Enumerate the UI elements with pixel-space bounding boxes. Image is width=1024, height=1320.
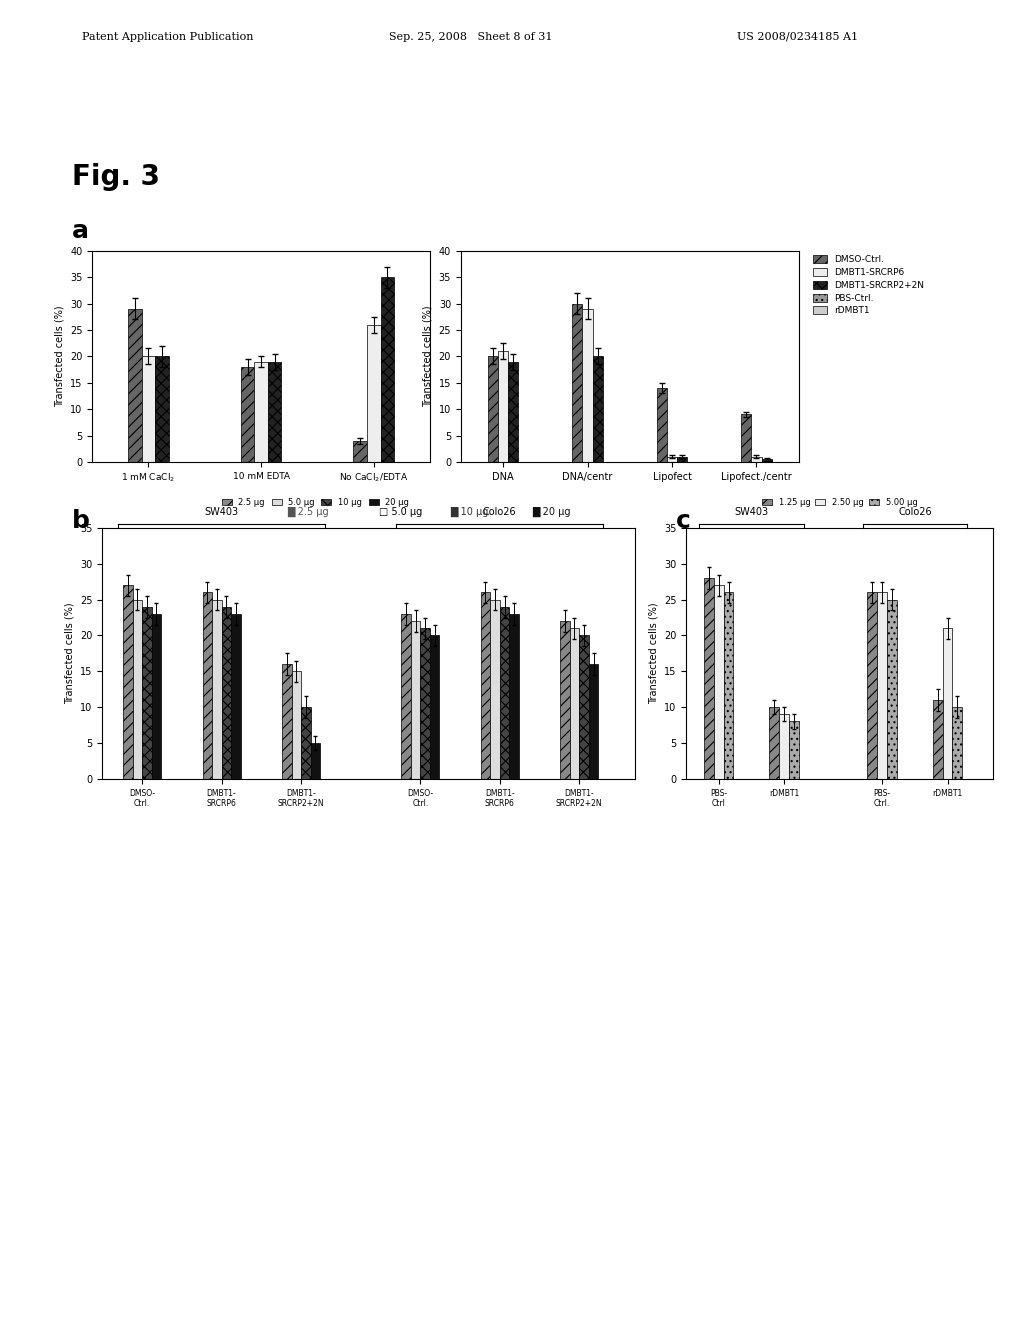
Bar <box>367 325 381 462</box>
Bar <box>498 351 508 462</box>
Bar <box>583 309 593 462</box>
Bar <box>480 593 490 779</box>
Bar <box>952 708 963 779</box>
Text: Colo26: Colo26 <box>898 507 932 517</box>
Legend: DMSO-Ctrl., DMBT1-SRCRP6, DMBT1-SRCRP2+2N, PBS-Ctrl., rDMBT1: DMSO-Ctrl., DMBT1-SRCRP6, DMBT1-SRCRP2+2… <box>813 255 925 315</box>
Text: Patent Application Publication: Patent Application Publication <box>82 32 253 42</box>
Text: █ 10 μg: █ 10 μg <box>451 507 488 517</box>
Bar <box>487 356 498 462</box>
Bar <box>779 714 790 779</box>
Bar <box>589 664 598 779</box>
Text: □ 5.0 μg: □ 5.0 μg <box>379 507 422 517</box>
Bar <box>887 599 897 779</box>
Text: SW403: SW403 <box>734 507 768 517</box>
Bar <box>569 628 580 779</box>
Bar <box>141 356 156 462</box>
Bar <box>292 672 301 779</box>
Bar <box>656 388 667 462</box>
Bar <box>123 585 132 779</box>
Bar <box>231 614 241 779</box>
Bar <box>353 441 367 462</box>
Bar <box>724 593 733 779</box>
Bar <box>221 607 231 779</box>
Text: c: c <box>676 510 691 533</box>
Bar <box>490 599 500 779</box>
Bar <box>142 607 152 779</box>
Bar <box>152 614 161 779</box>
Bar <box>212 599 221 779</box>
Bar <box>769 708 779 779</box>
Text: b: b <box>72 510 89 533</box>
Bar <box>301 708 310 779</box>
Text: Sep. 25, 2008   Sheet 8 of 31: Sep. 25, 2008 Sheet 8 of 31 <box>389 32 553 42</box>
Bar <box>420 628 430 779</box>
Y-axis label: Transfected cells (%): Transfected cells (%) <box>423 306 433 407</box>
Y-axis label: Transfected cells (%): Transfected cells (%) <box>648 603 658 704</box>
Bar <box>560 622 569 779</box>
Bar <box>943 628 952 779</box>
Bar <box>933 700 943 779</box>
Text: US 2008/0234185 A1: US 2008/0234185 A1 <box>737 32 858 42</box>
Legend: 2.5 μg, 5.0 μg, 10 μg, 20 μg: 2.5 μg, 5.0 μg, 10 μg, 20 μg <box>218 495 413 511</box>
Bar <box>509 614 519 779</box>
Bar <box>752 457 762 462</box>
Legend: 1.25 μg, 2.50 μg, 5.00 μg: 1.25 μg, 2.50 μg, 5.00 μg <box>759 495 921 511</box>
Bar <box>741 414 752 462</box>
Text: SW403: SW403 <box>205 507 239 517</box>
Bar <box>268 362 282 462</box>
Bar <box>705 578 714 779</box>
Bar <box>241 367 254 462</box>
Bar <box>381 277 394 462</box>
Bar <box>867 593 878 779</box>
Bar <box>430 635 439 779</box>
Bar <box>156 356 169 462</box>
Bar <box>132 599 142 779</box>
Bar <box>762 459 772 462</box>
Text: █ 2.5 μg: █ 2.5 μg <box>287 507 329 517</box>
Bar <box>500 607 509 779</box>
Bar <box>411 622 420 779</box>
Bar <box>128 309 141 462</box>
Bar <box>790 722 799 779</box>
Bar <box>508 362 518 462</box>
Y-axis label: Transfected cells (%): Transfected cells (%) <box>54 306 65 407</box>
Bar <box>878 593 887 779</box>
Bar <box>310 743 321 779</box>
Bar <box>714 585 724 779</box>
Bar <box>254 362 268 462</box>
Text: a: a <box>72 219 89 243</box>
Text: █ 20 μg: █ 20 μg <box>532 507 571 517</box>
Y-axis label: Transfected cells (%): Transfected cells (%) <box>65 603 75 704</box>
Bar <box>593 356 603 462</box>
Text: Colo26: Colo26 <box>483 507 516 517</box>
Text: Fig. 3: Fig. 3 <box>72 162 160 191</box>
Bar <box>667 457 677 462</box>
Bar <box>572 304 583 462</box>
Bar <box>677 457 687 462</box>
Bar <box>203 593 212 779</box>
Bar <box>401 614 411 779</box>
Bar <box>580 635 589 779</box>
Bar <box>282 664 292 779</box>
